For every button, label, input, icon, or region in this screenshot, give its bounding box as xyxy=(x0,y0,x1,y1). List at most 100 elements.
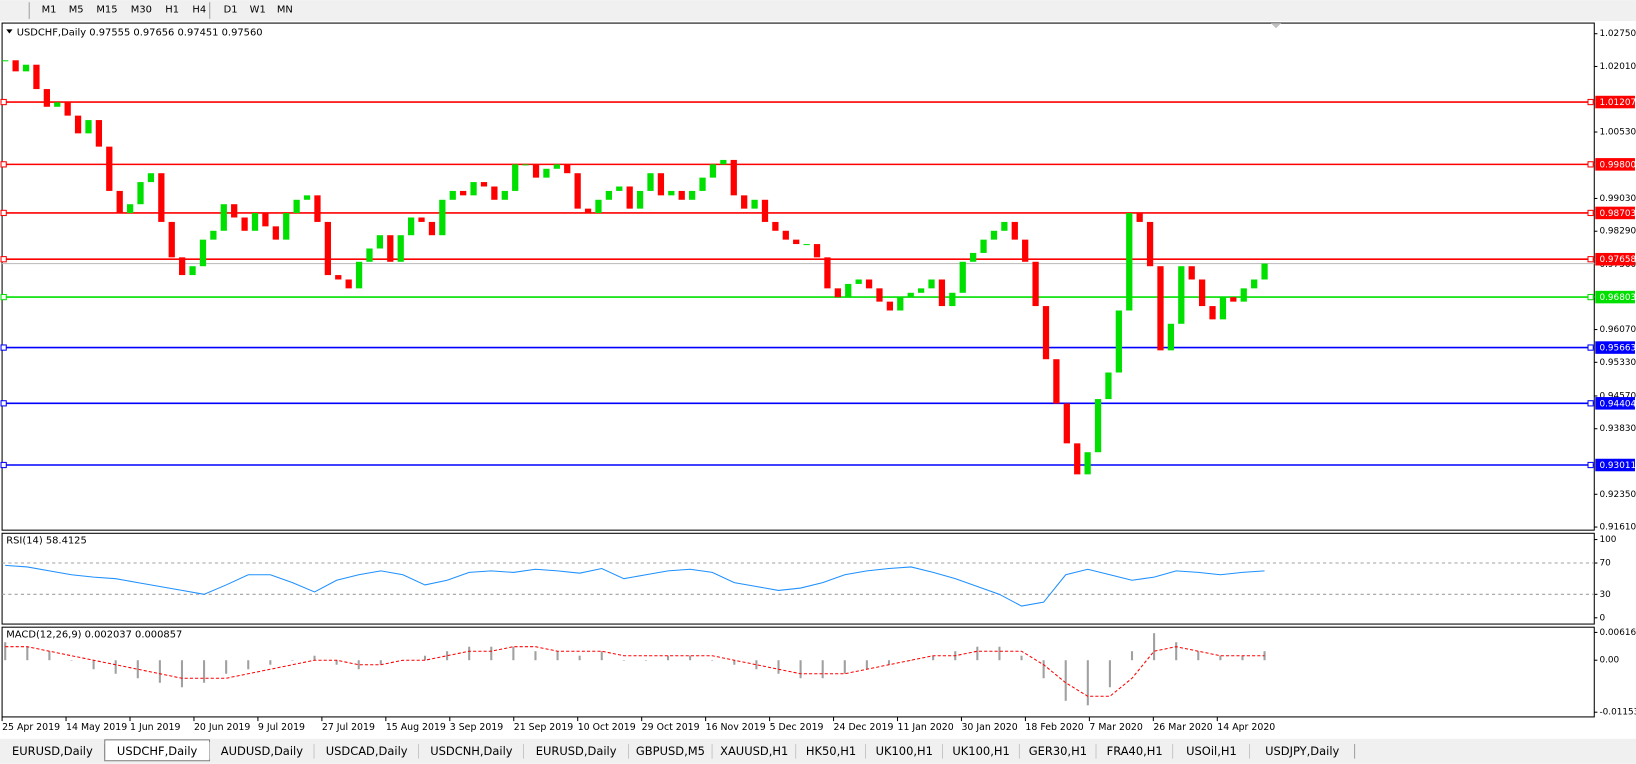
candle xyxy=(564,164,571,174)
rsi-label: 70 xyxy=(1599,559,1611,569)
candle xyxy=(137,182,144,205)
candle xyxy=(1011,221,1018,240)
macd-bar xyxy=(689,655,692,661)
chart-tab[interactable] xyxy=(1173,741,1250,760)
candle xyxy=(741,195,748,209)
tab-label[interactable]: EURUSD,Daily xyxy=(536,744,617,758)
tab-label[interactable]: GER30,H1 xyxy=(1029,744,1087,758)
chart-tab[interactable] xyxy=(1096,741,1174,760)
macd-bar xyxy=(203,660,206,683)
macd-bar xyxy=(932,655,935,661)
timeframe-button[interactable]: M5 xyxy=(69,5,84,16)
macd-bar xyxy=(998,646,1001,661)
candle xyxy=(116,190,123,214)
candle xyxy=(1001,221,1008,231)
price-label: 1.02750 xyxy=(1599,29,1636,39)
level-anchor xyxy=(0,161,7,168)
price-label: 0.96070 xyxy=(1599,325,1636,335)
date-label: 1 Jun 2019 xyxy=(130,722,180,733)
candle xyxy=(584,208,592,214)
chart-tab[interactable] xyxy=(865,741,943,760)
tab-label[interactable]: XAUUSD,H1 xyxy=(720,744,788,758)
timeframe-button[interactable]: M15 xyxy=(96,5,117,16)
chart-tab[interactable] xyxy=(628,741,713,760)
candle xyxy=(439,199,446,236)
candle xyxy=(366,248,373,262)
tab-label[interactable]: FRA40,H1 xyxy=(1107,744,1163,758)
chart-tab[interactable] xyxy=(314,741,420,760)
macd-bar xyxy=(799,660,802,679)
chart-tab[interactable] xyxy=(1019,741,1097,760)
timeframe-button[interactable]: H1 xyxy=(165,5,179,16)
candle xyxy=(907,292,914,298)
tab-label[interactable]: UK100,H1 xyxy=(952,744,1009,758)
chart-tab[interactable] xyxy=(1249,741,1355,760)
macd-bar xyxy=(1130,651,1134,661)
candle xyxy=(574,173,581,209)
candle xyxy=(813,244,821,258)
timeframe-button[interactable]: W1 xyxy=(250,5,266,16)
chart-tab[interactable] xyxy=(419,741,524,760)
timeframe-button[interactable]: M30 xyxy=(131,5,152,16)
candle xyxy=(1084,452,1091,475)
macd-bar xyxy=(512,646,515,661)
level-anchor xyxy=(1587,344,1594,351)
date-label: 27 Jul 2019 xyxy=(322,722,375,733)
macd-bar xyxy=(1064,660,1067,701)
tab-label[interactable]: AUDUSD,Daily xyxy=(221,744,303,758)
tab-label[interactable]: USDCNH,Daily xyxy=(430,744,513,758)
level-anchor xyxy=(0,98,7,106)
rsi-title: RSI(14) 58.4125 xyxy=(6,536,87,547)
tab-label[interactable]: USDCAD,Daily xyxy=(326,744,408,758)
macd-bar xyxy=(887,660,891,665)
macd-bar xyxy=(711,660,714,661)
candle xyxy=(54,102,61,107)
candle xyxy=(220,204,227,231)
level-price-label: 0.95663 xyxy=(1599,344,1636,354)
chart-tab[interactable] xyxy=(712,741,797,760)
timeframe-button[interactable]: M1 xyxy=(42,5,57,16)
level-price-box xyxy=(1595,458,1635,472)
tab-label[interactable]: HK50,H1 xyxy=(806,744,856,758)
candle xyxy=(834,288,841,298)
tab-label[interactable]: USOil,H1 xyxy=(1186,744,1237,758)
timeframe-button[interactable]: D1 xyxy=(224,5,238,16)
tab-label[interactable]: UK100,H1 xyxy=(876,744,933,758)
date-label: 21 Sep 2019 xyxy=(514,722,573,733)
tab-label[interactable]: EURUSD,Daily xyxy=(12,744,93,758)
macd-bar xyxy=(357,660,360,670)
chart-tab[interactable] xyxy=(523,741,629,760)
candle xyxy=(179,257,186,276)
candle xyxy=(1261,263,1268,280)
candle xyxy=(616,186,623,191)
timeframe-button[interactable]: H4 xyxy=(192,5,206,16)
chart-tab[interactable] xyxy=(0,741,105,760)
candle xyxy=(1094,399,1102,453)
date-label: 24 Dec 2019 xyxy=(834,722,894,733)
candle xyxy=(64,102,71,116)
level-anchor xyxy=(0,400,7,407)
candle xyxy=(772,221,779,231)
macd-bar xyxy=(578,655,581,661)
chart-tab[interactable] xyxy=(209,741,315,760)
candle xyxy=(1240,288,1247,302)
timeframe-button[interactable]: MN xyxy=(277,5,293,16)
candle xyxy=(335,275,342,280)
date-label: 10 Oct 2019 xyxy=(578,722,636,733)
tab-label[interactable]: GBPUSD,M5 xyxy=(636,744,705,758)
candle xyxy=(387,235,394,262)
tab-label[interactable]: USDJPY,Daily xyxy=(1265,744,1339,758)
toolbar xyxy=(0,0,1636,21)
macd-bar xyxy=(1020,655,1023,661)
level-anchor xyxy=(0,461,7,469)
candle xyxy=(1074,443,1081,475)
macd-bar xyxy=(1241,655,1244,661)
date-label: 14 May 2019 xyxy=(66,722,127,733)
price-label: 0.98290 xyxy=(1599,227,1636,237)
tab-label[interactable]: USDCHF,Daily xyxy=(117,744,198,758)
main-chart-frame xyxy=(1,22,1595,531)
chart-tab[interactable] xyxy=(942,741,1020,760)
chart-tab[interactable] xyxy=(796,741,866,760)
candle xyxy=(1136,213,1143,222)
